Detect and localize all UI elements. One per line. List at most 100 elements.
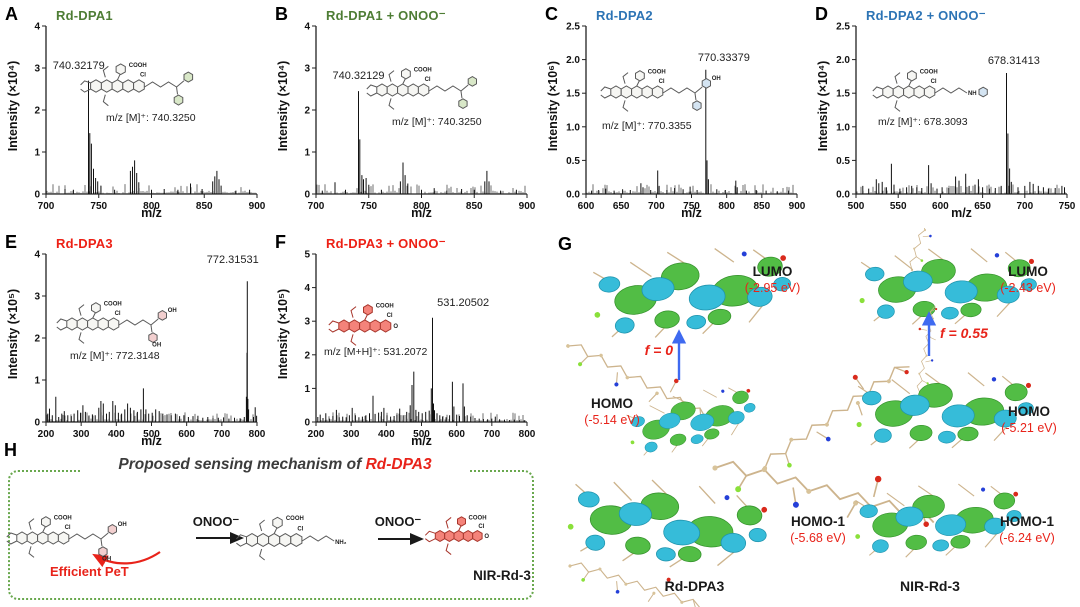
x-tick-label: 800 xyxy=(519,429,536,440)
fused-ring xyxy=(338,319,350,333)
structure-mz-label: m/z [M]⁺: 678.3093 xyxy=(878,116,968,128)
y-tick-label: 1 xyxy=(34,148,40,159)
x-tick-label: 850 xyxy=(753,201,770,212)
x-axis-label: m/z xyxy=(951,206,972,220)
x-tick-label: 800 xyxy=(413,201,430,212)
y-tick-label: 0 xyxy=(34,190,40,201)
dye-structure: COOH ClO xyxy=(424,515,489,555)
atom-label: COOH xyxy=(104,301,122,307)
pendant-ring xyxy=(467,76,477,87)
panel-title: Rd-DPA2 xyxy=(596,8,653,23)
y-tick-label: 0.0 xyxy=(836,190,850,201)
y-tick-label: 5 xyxy=(304,250,310,261)
panel-g: G xyxy=(540,228,1080,607)
alkyl-bonds xyxy=(80,65,109,107)
panel-letter-g: G xyxy=(558,234,573,254)
fused-ring xyxy=(111,79,124,93)
product-label: NIR-Rd-3 xyxy=(473,568,531,583)
onoo-label-2: ONOO⁻ xyxy=(374,514,422,529)
x-tick-label: 600 xyxy=(448,429,465,440)
bond xyxy=(694,86,703,94)
atom-label: Cl xyxy=(65,525,71,531)
main-peak-label: 740.32179 xyxy=(52,59,105,72)
pendant-ring xyxy=(107,524,117,535)
bond xyxy=(100,532,109,540)
fused-ring xyxy=(462,530,474,542)
alkyl-bonds xyxy=(366,70,395,110)
panel-letter-f: F xyxy=(275,232,286,252)
x-tick-label: 850 xyxy=(196,201,213,212)
y-tick-label: 4 xyxy=(34,22,40,33)
homo1-label-left: HOMO-1 (-5.68 eV) xyxy=(790,514,846,545)
mechanism-title-prefix: Proposed sensing mechanism of xyxy=(118,456,366,473)
fused-ring xyxy=(66,317,78,331)
y-tick-label: 3 xyxy=(34,292,40,303)
x-axis-label: m/z xyxy=(141,206,162,220)
pendant-benzene xyxy=(115,63,126,76)
y-tick-label: 0 xyxy=(34,418,40,429)
spectrum-panel-e: E Rd-DPA3 Intensity (×10⁵) m/z 200 300 400 500 6… xyxy=(0,228,270,456)
axes xyxy=(315,26,527,195)
spectrum-plot: 200 300 400 500 600 700 800 0 1 2 3 4 5 COOH ClO xyxy=(304,250,536,441)
x-tick-label: 400 xyxy=(108,429,125,440)
pendant-benzene xyxy=(635,70,645,82)
axes xyxy=(315,254,527,423)
bond xyxy=(364,314,368,321)
y-tick-label: 2.0 xyxy=(566,55,580,66)
bond xyxy=(150,318,159,326)
main-peak-label: 678.31413 xyxy=(987,54,1040,67)
dye-structure: COOH Cl xyxy=(366,67,477,110)
alkyl-bonds xyxy=(872,72,901,112)
atom-label: OH xyxy=(118,522,127,528)
x-tick-label: 800 xyxy=(143,201,160,212)
spectrum-panel-d: D Rd-DPA2 + ONOO⁻ Intensity (×10⁴) m/z 500 55… xyxy=(810,0,1080,228)
fused-ring xyxy=(417,83,430,97)
y-tick-label: 1.0 xyxy=(566,122,580,133)
linker-chain xyxy=(428,85,462,92)
pendant-ring xyxy=(157,310,167,321)
fused-ring xyxy=(892,85,905,99)
fused-ring xyxy=(47,531,59,545)
x-tick-label: 700 xyxy=(308,201,325,212)
peak-stems xyxy=(317,317,525,422)
pendant-benzene xyxy=(41,516,51,528)
main-peak-label: 531.20502 xyxy=(437,296,490,309)
fused-ring xyxy=(279,533,292,547)
fused-ring xyxy=(913,85,925,99)
structure-mz-label: m/z [M+H]⁺: 531.2072 xyxy=(324,346,428,358)
bond xyxy=(460,84,469,92)
bond xyxy=(42,526,46,533)
main-peak-label: 770.33379 xyxy=(697,52,750,65)
y-tick-label: 1 xyxy=(304,148,310,159)
panel-letter-h: H xyxy=(4,440,17,460)
structure-mz-label: m/z [M]⁺: 740.3250 xyxy=(392,116,482,128)
y-tick-label: 1 xyxy=(34,376,40,387)
fused-ring xyxy=(620,85,633,99)
x-axis-label: m/z xyxy=(681,206,702,220)
atom-label: OH xyxy=(168,308,177,314)
fused-ring xyxy=(610,85,622,99)
bond xyxy=(117,74,121,81)
x-tick-label: 300 xyxy=(73,429,90,440)
spectrum-panel-c: C Rd-DPA2 Intensity (×10⁶) m/z 600 650 700 750 8… xyxy=(540,0,810,228)
atom-label: NH xyxy=(968,91,977,97)
atom-label: COOH xyxy=(920,69,938,75)
fused-ring xyxy=(903,85,915,99)
mechanism-title-highlight: Rd-DPA3 xyxy=(365,456,432,473)
pendant-benzene xyxy=(272,516,283,529)
molecule-name-right: NIR-Rd-3 xyxy=(900,578,960,594)
spectrum-panel-a: A Rd-DPA1 Intensity (×10⁴) m/z 700 750 800 850 9… xyxy=(0,0,270,228)
y-tick-label: 2 xyxy=(34,106,40,117)
spectrum-plot: 500 550 600 650 700 750 0.0 0.5 1.0 1.5 2.0 2.5 COOH… xyxy=(836,22,1076,213)
pendant-benzene xyxy=(907,70,917,82)
x-tick-label: 900 xyxy=(519,201,536,212)
alkyl-bonds xyxy=(328,306,357,346)
fused-ring xyxy=(923,85,936,99)
bond xyxy=(92,312,96,319)
atom-label: Cl xyxy=(478,524,484,530)
panel-title: Rd-DPA1 xyxy=(56,8,113,23)
fused-ring xyxy=(16,531,28,545)
peak-stems xyxy=(321,91,517,194)
linker-chain xyxy=(68,533,102,540)
